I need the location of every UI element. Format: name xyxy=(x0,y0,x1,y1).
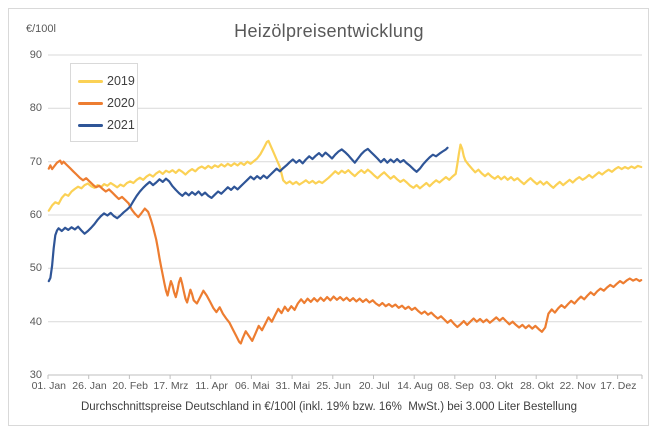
x-tick-label-26-Jan: 26. Jan xyxy=(72,380,107,392)
y-tick-label-30: 30 xyxy=(29,369,42,381)
x-tick-label-06-Mai: 06. Mai xyxy=(234,380,270,392)
chart-title: Heizölpreisentwicklung xyxy=(234,21,424,41)
x-tick-label-14-Aug: 14. Aug xyxy=(397,380,433,392)
legend-item-2019: 2019 xyxy=(78,70,137,92)
legend: 2019 2020 2021 xyxy=(70,63,138,142)
legend-label-2019: 2019 xyxy=(107,74,135,88)
legend-line-swatch-2019 xyxy=(78,79,103,83)
legend-item-2020: 2020 xyxy=(78,92,137,114)
x-tick-label-28-Okt: 28. Okt xyxy=(520,380,554,392)
y-tick-label-80: 80 xyxy=(29,102,42,115)
y-axis-unit-label: €/100l xyxy=(26,23,56,35)
x-tick-label-20-Jul: 20. Jul xyxy=(358,380,390,392)
y-tick-label-70: 70 xyxy=(29,155,42,168)
x-tick-label-22-Nov: 22. Nov xyxy=(559,380,596,392)
x-tick-label-25-Jun: 25. Jun xyxy=(316,380,351,392)
x-tick-label-08-Sep: 08. Sep xyxy=(437,380,474,392)
y-tick-label-40: 40 xyxy=(29,315,42,328)
y-tick-label-60: 60 xyxy=(29,209,42,221)
x-tick-label-31-Mai: 31. Mai xyxy=(275,380,311,392)
x-tick-label-03-Okt: 03. Okt xyxy=(479,380,514,392)
x-tick-label-17-Mrz: 17. Mrz xyxy=(153,380,189,392)
series-line-2020 xyxy=(47,159,643,345)
y-tick-label-90: 90 xyxy=(29,49,42,61)
x-tick-label-11-Apr: 11. Apr xyxy=(195,380,228,392)
x-tick-label-01-Jan: 01. Jan xyxy=(31,380,67,392)
legend-label-2020: 2020 xyxy=(107,96,135,110)
x-tick-label-17-Dez: 17. Dez xyxy=(600,380,637,392)
legend-line-swatch-2020 xyxy=(78,101,103,105)
legend-line-swatch-2021 xyxy=(78,123,103,127)
legend-label-2021: 2021 xyxy=(107,118,135,132)
x-tick-label-20-Feb: 20. Feb xyxy=(112,380,148,392)
series-line-2019 xyxy=(47,139,643,212)
x-axis-subtitle: Durchschnittspreise Deutschland in €/100… xyxy=(80,401,578,413)
y-tick-label-50: 50 xyxy=(29,262,42,275)
legend-item-2021: 2021 xyxy=(78,114,137,136)
series-line-2021 xyxy=(47,146,449,283)
